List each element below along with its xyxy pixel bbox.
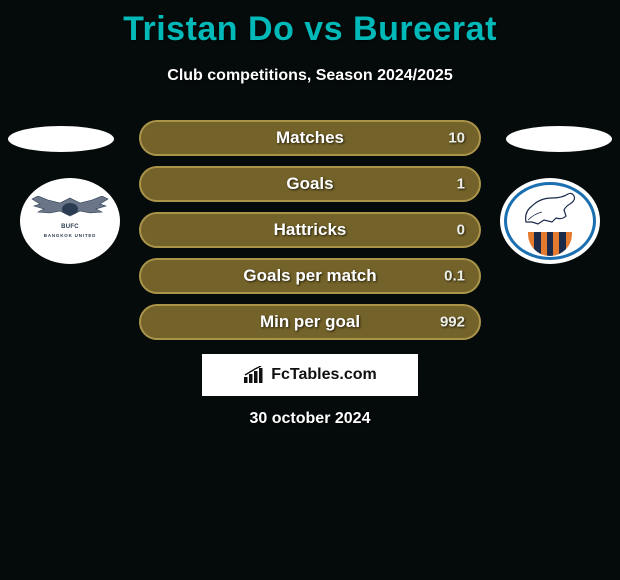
stat-pill: Goals per match 0.1 xyxy=(139,258,481,294)
stat-label: Goals per match xyxy=(243,266,376,286)
stat-row: Matches 10 xyxy=(0,120,620,156)
stat-label: Min per goal xyxy=(260,312,360,332)
brand-text: FcTables.com xyxy=(271,366,377,384)
stats-list: Matches 10 Goals 1 Hattricks 0 Goals per… xyxy=(0,120,620,350)
stat-value-right: 992 xyxy=(440,314,465,331)
stat-value-right: 1 xyxy=(457,176,465,193)
stat-row: Min per goal 992 xyxy=(0,304,620,340)
stat-pill: Min per goal 992 xyxy=(139,304,481,340)
stat-row: Goals per match 0.1 xyxy=(0,258,620,294)
stat-value-right: 0 xyxy=(457,222,465,239)
stat-label: Goals xyxy=(286,174,333,194)
stat-label: Matches xyxy=(276,128,344,148)
date-label: 30 october 2024 xyxy=(0,410,620,428)
comparison-card: Tristan Do vs Bureerat Club competitions… xyxy=(0,0,620,580)
chart-icon xyxy=(243,366,265,384)
subtitle: Club competitions, Season 2024/2025 xyxy=(0,67,620,85)
stat-pill: Goals 1 xyxy=(139,166,481,202)
stat-value-right: 10 xyxy=(448,130,465,147)
stat-label: Hattricks xyxy=(274,220,347,240)
brand-badge[interactable]: FcTables.com xyxy=(202,354,418,396)
stat-row: Goals 1 xyxy=(0,166,620,202)
stat-value-right: 0.1 xyxy=(444,268,465,285)
stat-row: Hattricks 0 xyxy=(0,212,620,248)
page-title: Tristan Do vs Bureerat xyxy=(0,0,620,49)
stat-pill: Matches 10 xyxy=(139,120,481,156)
stat-pill: Hattricks 0 xyxy=(139,212,481,248)
